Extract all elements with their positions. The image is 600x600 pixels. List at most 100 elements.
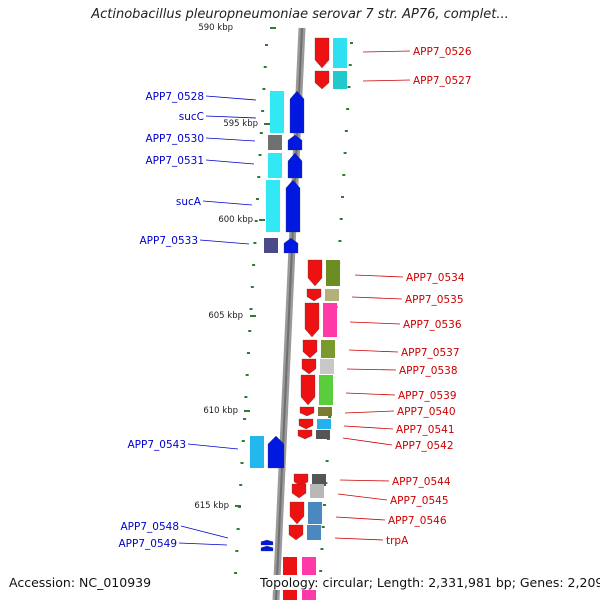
leader-line-left — [205, 137, 256, 142]
gene-block-left — [268, 153, 282, 178]
left-dot — [249, 308, 253, 310]
right-dot — [325, 460, 329, 462]
gene-block-right — [325, 289, 339, 301]
gene-block-right — [316, 430, 330, 439]
leader-line-left — [178, 542, 228, 546]
gene-label-right: APP7_0542 — [395, 440, 454, 452]
gene-label-right: APP7_0545 — [390, 495, 449, 507]
leader-line-right — [337, 493, 388, 501]
gene-arrow-lower — [288, 524, 304, 541]
map-title: Actinobacillus pleuropneumoniae serovar … — [91, 7, 509, 22]
gene-label-right: APP7_0537 — [401, 347, 460, 359]
scale-tick-mark — [235, 505, 241, 507]
right-dot — [321, 526, 325, 528]
gene-arrow-right — [297, 429, 313, 440]
leader-line-right — [348, 349, 399, 353]
left-dot — [245, 374, 249, 376]
gene-block-right — [321, 340, 335, 358]
leader-line-right — [335, 516, 386, 521]
scale-tick-mark — [259, 219, 265, 221]
gene-arrow-APP7_0526 — [314, 37, 330, 69]
gene-label-right: APP7_0534 — [406, 272, 465, 284]
leader-line-right — [345, 392, 396, 396]
gene-arrow-left — [285, 179, 301, 233]
leader-line-right — [339, 479, 390, 482]
left-dot — [254, 220, 258, 222]
right-dot — [320, 548, 324, 550]
gene-block-right — [319, 375, 333, 405]
leader-line-right — [344, 410, 395, 414]
gene-label-left: APP7_0543 — [128, 439, 187, 451]
gene-arrow-right — [298, 418, 314, 430]
leader-line-right — [342, 437, 393, 446]
gene-arrow-right — [300, 374, 316, 406]
gene-block-lower — [307, 525, 321, 540]
left-dot — [255, 198, 259, 200]
gene-block-lower — [312, 474, 326, 486]
scale-tick-label: 590 kbp — [198, 23, 233, 33]
left-dot — [236, 528, 240, 530]
leader-line-right — [362, 79, 411, 82]
gene-label-left: APP7_0548 — [121, 521, 180, 533]
right-dot — [338, 240, 342, 242]
gene-arrow-APP7_0549 — [260, 545, 274, 552]
leader-line-left — [205, 95, 257, 101]
gene-arrow-APP7_0543 — [267, 435, 285, 469]
scale-tick-label: 610 kbp — [203, 406, 238, 416]
right-dot — [347, 86, 351, 88]
gene-label-left: APP7_0549 — [119, 538, 178, 550]
gene-block-right — [326, 260, 340, 286]
left-dot — [248, 330, 252, 332]
gene-block-left — [266, 180, 280, 232]
gene-arrow-right — [299, 406, 315, 417]
gene-labels: APP7_0528 sucC APP7_0530 APP7_0531 sucA APP7_… — [119, 46, 472, 550]
left-dot — [253, 242, 257, 244]
gene-arrow-lower — [289, 501, 305, 525]
right-dot — [350, 42, 353, 44]
right-dot — [344, 130, 348, 132]
gene-label-right: APP7_0541 — [396, 424, 455, 436]
gene-label-right: APP7_0527 — [413, 75, 472, 87]
gene-block-lower — [310, 484, 324, 498]
gene-arrow-right — [307, 259, 323, 287]
leader-line-left — [187, 443, 239, 450]
left-dot — [244, 396, 248, 398]
scale-ticks: 590 kbp 595 kbp 600 kbp 605 kbp 610 kbp 615 k… — [194, 23, 276, 511]
gene-block-left — [264, 238, 278, 253]
gene-block-APP7_0527 — [333, 71, 347, 89]
leader-line-left — [205, 115, 257, 119]
gene-arrow-left — [287, 134, 303, 151]
right-dot — [339, 218, 343, 220]
gene-block-right — [323, 303, 337, 337]
gene-block-right — [317, 419, 331, 429]
gene-label-right: APP7_0540 — [397, 406, 456, 418]
left-dot — [243, 418, 247, 420]
gene-label-right: trpA — [386, 535, 409, 547]
left-dot — [262, 88, 266, 90]
gene-block-left — [270, 91, 284, 133]
leader-line-left — [199, 239, 250, 245]
right-dot — [341, 196, 345, 198]
gene-arrow-lower — [291, 483, 307, 499]
leader-line-right — [354, 274, 404, 278]
gene-label-right: APP7_0546 — [388, 515, 447, 527]
scale-tick-label: 605 kbp — [208, 311, 243, 321]
scale-tick-label: 615 kbp — [194, 501, 229, 511]
gene-arrow-left — [289, 90, 305, 134]
gene-arrow-right — [304, 302, 320, 338]
right-dot — [348, 64, 352, 66]
left-dot — [259, 132, 263, 134]
gene-block-APP7_0543 — [250, 436, 264, 468]
gene-blocks — [250, 37, 347, 600]
gene-arrow-right — [302, 339, 318, 359]
gene-label-left: sucC — [179, 111, 204, 123]
gene-block-left — [268, 135, 282, 150]
gene-label-right: APP7_0538 — [399, 365, 458, 377]
gene-arrow-APP7_0527 — [314, 70, 330, 90]
left-dot — [258, 154, 262, 156]
left-dot — [239, 484, 243, 486]
gene-label-right: APP7_0544 — [392, 476, 451, 488]
right-dot — [342, 174, 346, 176]
left-dot — [234, 572, 238, 574]
